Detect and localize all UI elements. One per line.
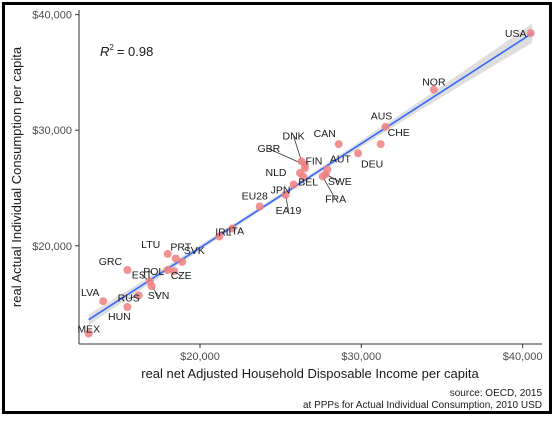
label-gbr: GBR [258,143,281,155]
point-eu28 [255,202,264,211]
y-ticks: $20,000 $30,000 $40,000 [32,10,79,253]
point-fra [318,172,327,181]
chart-frame [2,2,552,414]
label-svn: SVN [148,290,170,302]
data-points [84,29,535,338]
y-tick-label: $30,000 [32,125,72,137]
r-squared-value: = 0.98 [117,44,154,59]
label-dnk: DNK [283,130,305,142]
label-ltu: LTU [141,239,160,251]
point-usa [526,29,535,38]
y-tick-label: $40,000 [32,10,72,22]
x-tick-label: $40,000 [503,351,543,363]
point-rus [134,291,143,300]
label-svk: SVK [184,245,205,257]
label-prt: PRT [170,242,191,254]
label-lva: LVA [81,287,99,299]
point-cze [170,267,179,276]
point-ita [228,224,237,233]
point-mex [84,329,93,338]
label-deu: DEU [361,158,383,170]
label-jpn: JPN [271,185,291,197]
point-pol [163,266,172,274]
fit-line [88,32,533,321]
x-ticks: $20,000 $30,000 $40,000 [180,344,543,363]
label-grc: GRC [99,256,123,268]
r-squared-annotation: R2 = 0.98 [100,43,153,59]
label-cze: CZE [171,270,192,282]
label-nld: NLD [265,167,286,179]
label-hun: HUN [108,311,131,323]
point-hun [123,303,132,311]
label-swe: SWE [328,176,352,188]
x-tick-label: $30,000 [341,351,381,363]
regression-line [88,32,533,321]
point-svk [178,257,187,266]
r-squared-r: R [100,44,109,59]
point-ea19 [281,190,290,199]
label-ea19: EA19 [276,205,302,217]
label-nor: NOR [422,77,446,89]
y-axis-title: real Actual Individual Consumption per c… [9,46,24,307]
y-tick-label: $20,000 [32,241,72,253]
label-usa: USA [505,28,527,40]
label-mex: MEX [77,324,100,336]
point-irl [215,232,224,241]
label-bel: BEL [298,176,318,188]
label-pol: POL [143,266,164,278]
point-deu [354,149,363,158]
point-jpn [289,180,298,189]
r-squared-exp: 2 [109,43,114,52]
point-aus [381,122,390,131]
point-nor [429,85,438,94]
point-can [334,140,343,149]
leader-fra [322,176,336,200]
label-aus: AUS [371,111,393,123]
point-grc [123,266,132,274]
label-est: EST [132,270,153,282]
confidence-band-area [88,23,533,326]
confidence-band [88,23,533,326]
label-irl: IRL [215,227,232,239]
point-bel [299,172,308,181]
source-line-2: at PPPs for Actual Individual Consumptio… [303,400,542,411]
point-che [376,140,385,149]
label-eu28: EU28 [242,191,268,203]
label-rus: RUS [118,293,140,305]
label-ita: ITA [229,225,245,237]
label-che: CHE [388,127,410,139]
x-tick-label: $20,000 [180,351,220,363]
label-fra: FRA [325,193,346,205]
label-aut: AUT [330,154,352,166]
point-ltu [163,249,172,258]
point-prt [171,254,180,263]
point-svn [147,282,156,291]
source-line-1: source: OECD, 2015 [450,388,543,399]
label-fin: FIN [305,155,322,167]
label-can: CAN [314,128,336,140]
leader-dnk [293,136,302,162]
point-lva [99,297,108,306]
x-axis-title: real net Adjusted Household Disposable I… [141,366,479,381]
